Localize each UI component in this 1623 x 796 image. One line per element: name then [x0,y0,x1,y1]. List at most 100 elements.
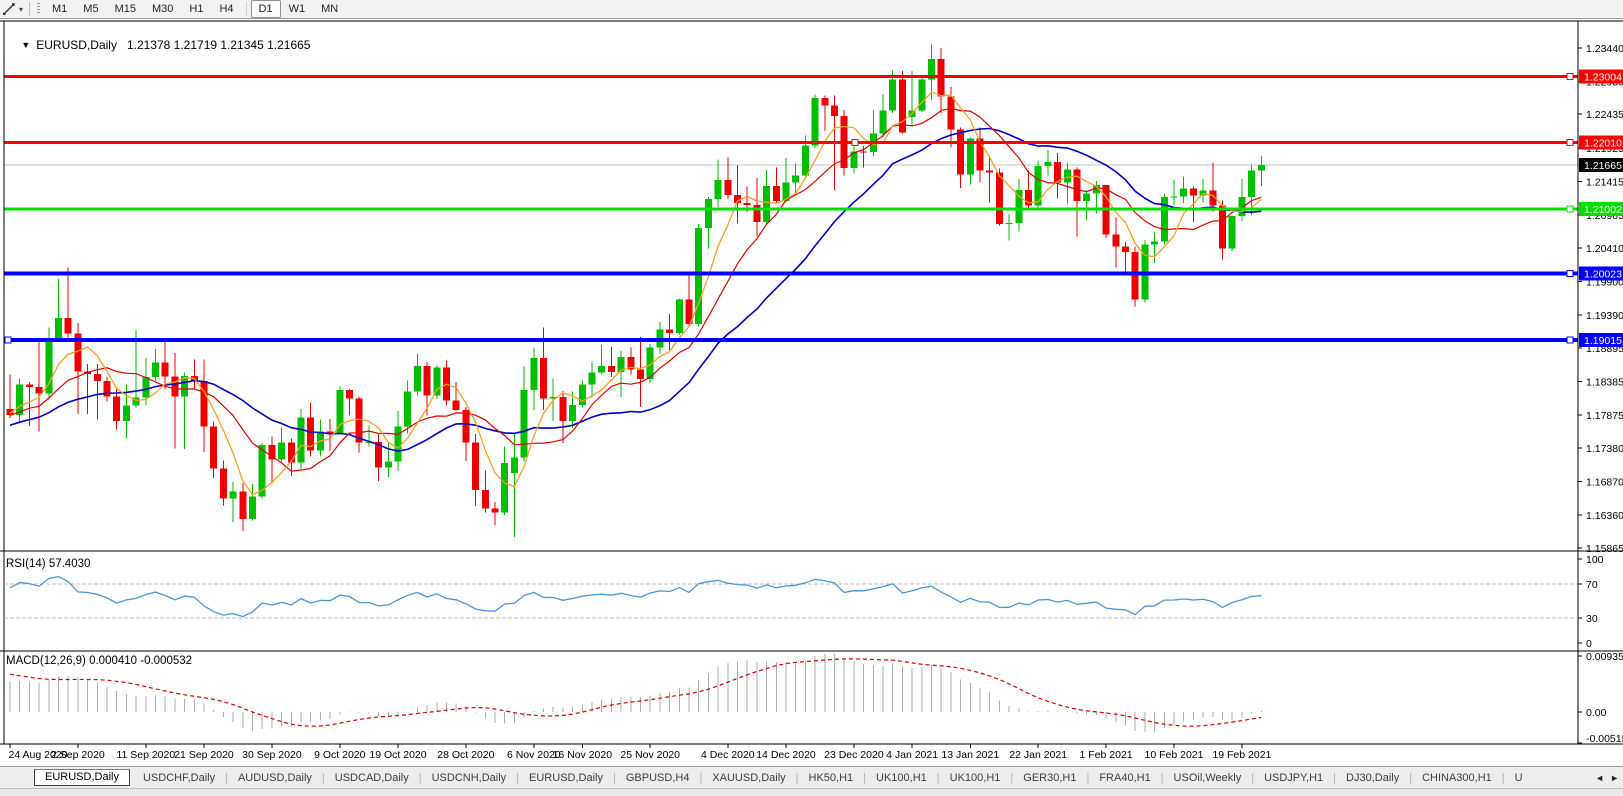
svg-text:1.16870: 1.16870 [1586,476,1623,488]
timeframe-group-separator [245,2,247,16]
timeframe-button-group: M1 M5 M15 M30 H1 H4 D1 W1 MN [44,0,346,18]
tab-separator: | [795,771,799,784]
symbol-period-label: EURUSD,Daily [36,38,117,52]
svg-text:1.22435: 1.22435 [1586,109,1623,121]
svg-text:70: 70 [1586,579,1598,591]
timeframe-button-H1[interactable]: H1 [189,3,204,15]
tab-scroll-left-icon[interactable]: ◄ [1595,772,1605,783]
svg-text:1.20410: 1.20410 [1586,243,1623,255]
svg-text:16 Nov 2020: 16 Nov 2020 [553,749,613,761]
tab-separator: | [1251,771,1255,784]
chart-window: 1.234401.229301.224351.219251.214151.209… [0,19,1623,766]
tab-usdjpy-h1[interactable]: USDJPY,H1 [1264,771,1324,784]
svg-text:4 Jan 2021: 4 Jan 2021 [886,749,938,761]
svg-text:21 Sep 2020: 21 Sep 2020 [174,749,234,761]
svg-text:1.21002: 1.21002 [1584,204,1622,216]
svg-text:13 Jan 2021: 13 Jan 2021 [941,749,999,761]
tab-usdcnh-daily[interactable]: USDCNH,Daily [431,771,507,784]
timeframe-toolbar: ▾ M1 M5 M15 M30 H1 H4 D1 W1 MN [0,0,1623,19]
tab-hk50-h1[interactable]: HK50,H1 [808,771,854,784]
svg-text:23 Dec 2020: 23 Dec 2020 [824,749,884,761]
timeframe-button-H4[interactable]: H4 [219,3,234,15]
tab-separator: | [1010,771,1014,784]
tab-fra40-h1[interactable]: FRA40,H1 [1099,771,1151,784]
toolbar-drag-handle[interactable] [37,3,41,15]
svg-text:1 Feb 2021: 1 Feb 2021 [1080,749,1133,761]
tab-gbpusd-h4[interactable]: GBPUSD,H4 [625,771,690,784]
macd-pane: MACD(12,26,9) 0.000410 -0.000532 0.009354… [6,651,1623,745]
svg-text:1.15865: 1.15865 [1586,543,1623,555]
svg-text:1.20023: 1.20023 [1584,268,1622,280]
tab-uk100-h1[interactable]: UK100,H1 [949,771,1001,784]
tab-scroll-right-icon[interactable]: ► [1610,772,1619,783]
timeframe-button-MN[interactable]: MN [321,3,339,15]
tab-xauusd-daily[interactable]: XAUUSD,Daily [712,771,786,784]
tab-u[interactable]: U [1514,771,1523,784]
svg-text:30 Sep 2020: 30 Sep 2020 [242,749,302,761]
collapse-triangle-icon[interactable]: ▼ [21,40,31,50]
svg-text:19 Feb 2021: 19 Feb 2021 [1212,749,1271,761]
svg-text:10 Feb 2021: 10 Feb 2021 [1145,749,1204,761]
ohlc-values-label: 1.21378 1.21719 1.21345 1.21665 [126,38,311,52]
price-chart-canvas[interactable]: 1.234401.229301.224351.219251.214151.209… [0,19,1623,766]
svg-text:9 Oct 2020: 9 Oct 2020 [314,749,366,761]
cursor-tool-icon[interactable] [2,2,18,17]
timeframe-button-M30[interactable]: M30 [151,3,174,15]
tab-dj30-daily[interactable]: DJ30,Daily [1346,771,1400,784]
tab-scroll-arrows: ◄ ► [1595,773,1623,783]
svg-text:30: 30 [1586,613,1598,625]
pane-borders [0,20,1623,745]
tab-separator: | [1501,771,1505,784]
svg-text:MACD(12,26,9) 0.000410 -0.0005: MACD(12,26,9) 0.000410 -0.000532 [6,655,192,667]
timeframe-button-M1[interactable]: M1 [52,3,68,15]
svg-text:19 Oct 2020: 19 Oct 2020 [369,749,426,761]
tab-china300-h1[interactable]: CHINA300,H1 [1422,771,1492,784]
tab-separator: | [936,771,940,784]
timeframe-button-M15[interactable]: M15 [114,3,136,15]
tab-separator: | [321,771,325,784]
tab-separator: | [225,771,228,784]
tab-separator: | [516,771,520,784]
tab-separator: | [1160,771,1164,784]
chart-tab-bar: EURUSD,Daily USDCHF,Daily | AUDUSD,Daily | US… [0,766,1623,788]
tab-separator: | [699,771,703,784]
svg-text:24 Aug 2020: 24 Aug 2020 [9,749,68,761]
svg-text:1.18385: 1.18385 [1586,377,1623,389]
horizontal-line-objects [4,73,1578,344]
svg-text:RSI(14) 57.4030: RSI(14) 57.4030 [6,558,90,570]
tab-ger30-h1[interactable]: GER30,H1 [1023,771,1077,784]
svg-text:1.21415: 1.21415 [1586,177,1623,189]
svg-text:1.23004: 1.23004 [1584,72,1622,84]
tab-separator: | [613,771,616,784]
tab-audusd-daily[interactable]: AUDUSD,Daily [237,771,312,784]
timeframe-button-D1[interactable]: D1 [250,0,281,18]
svg-text:1.16360: 1.16360 [1586,510,1623,522]
tab-separator: | [1409,771,1413,784]
svg-text:4 Dec 2020: 4 Dec 2020 [701,749,755,761]
svg-text:0: 0 [1586,638,1592,650]
svg-text:14 Dec 2020: 14 Dec 2020 [756,749,816,761]
status-strip [0,788,1623,796]
tab-separator: | [1333,771,1337,784]
tab-usdcad-daily[interactable]: USDCAD,Daily [334,771,409,784]
tab-usdchf-daily[interactable]: USDCHF,Daily [142,771,216,784]
svg-text:22 Jan 2021: 22 Jan 2021 [1009,749,1067,761]
timeframe-button-W1[interactable]: W1 [288,3,306,15]
svg-text:1.17875: 1.17875 [1586,410,1623,422]
svg-text:-0.005156: -0.005156 [1586,733,1623,745]
tab-eurusd-daily[interactable]: EURUSD,Daily [34,769,130,786]
tool-dropdown-arrow-icon[interactable]: ▾ [19,4,24,14]
chart-title: ▼ EURUSD,Daily 1.21378 1.21719 1.21345 1.2… [8,24,310,66]
rsi-pane: RSI(14) 57.4030 100 70 30 0 [4,554,1604,650]
svg-text:25 Nov 2020: 25 Nov 2020 [620,749,680,761]
tab-usoil-weekly[interactable]: USOil,Weekly [1173,771,1242,784]
moving-average-lines [9,91,1262,496]
tab-eurusd-daily[interactable]: EURUSD,Daily [529,771,603,784]
timeframe-button-M5[interactable]: M5 [83,3,99,15]
svg-text:28 Oct 2020: 28 Oct 2020 [437,749,494,761]
svg-text:100: 100 [1586,554,1604,566]
svg-text:2 Sep 2020: 2 Sep 2020 [51,749,105,761]
tab-uk100-h1[interactable]: UK100,H1 [876,771,927,784]
toolbar-separator [29,2,31,16]
